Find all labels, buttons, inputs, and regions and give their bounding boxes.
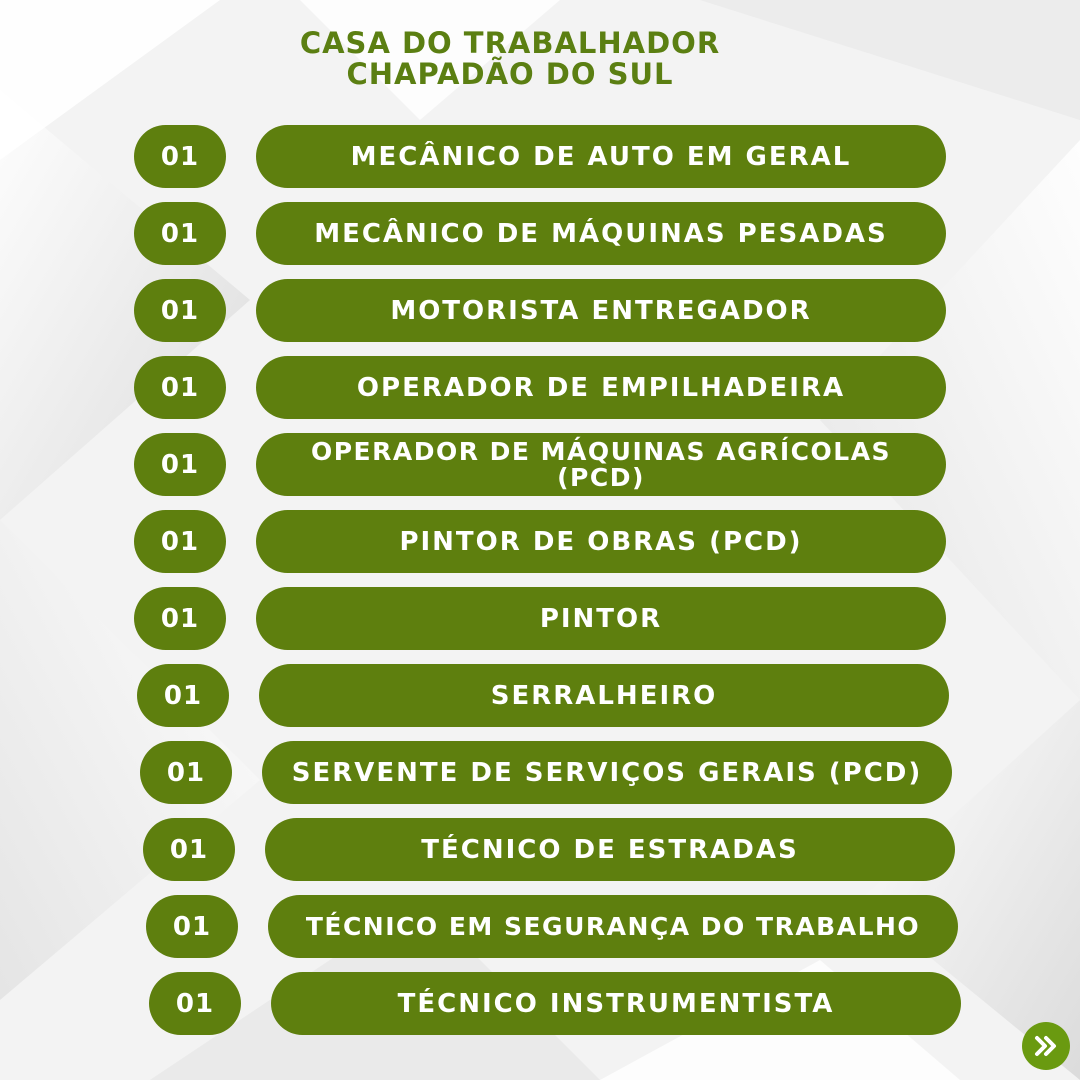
vacancy-count-badge: 01 xyxy=(137,664,229,727)
double-chevron-right-icon xyxy=(1035,1036,1056,1056)
vacancy-count-badge: 01 xyxy=(140,741,232,804)
vacancy-count-badge: 01 xyxy=(134,433,226,496)
job-title-pill: MECÂNICO DE MÁQUINAS PESADAS xyxy=(256,202,946,265)
next-button[interactable] xyxy=(1022,1022,1070,1070)
job-title-pill: TÉCNICO DE ESTRADAS xyxy=(265,818,955,881)
job-title-pill: SERVENTE DE SERVIÇOS GERAIS (PCD) xyxy=(262,741,952,804)
job-title-pill: OPERADOR DE EMPILHADEIRA xyxy=(256,356,946,419)
vacancy-count-badge: 01 xyxy=(146,895,238,958)
page-title: CASA DO TRABALHADOR CHAPADÃO DO SUL xyxy=(0,28,1080,90)
job-title-pill: SERRALHEIRO xyxy=(259,664,949,727)
job-title-pill: PINTOR DE OBRAS (PCD) xyxy=(256,510,946,573)
vacancy-count-badge: 01 xyxy=(134,279,226,342)
vacancy-count-badge: 01 xyxy=(134,125,226,188)
job-title-pill: TÉCNICO INSTRUMENTISTA xyxy=(271,972,961,1035)
vacancy-count-badge: 01 xyxy=(134,202,226,265)
job-title-pill: PINTOR xyxy=(256,587,946,650)
vacancy-count-badge: 01 xyxy=(143,818,235,881)
job-title-pill: OPERADOR DE MÁQUINAS AGRÍCOLAS (PCD) xyxy=(256,433,946,496)
vacancy-count-badge: 01 xyxy=(134,587,226,650)
job-title-pill: TÉCNICO EM SEGURANÇA DO TRABALHO xyxy=(268,895,958,958)
vacancy-count-badge: 01 xyxy=(134,510,226,573)
vacancy-count-badge: 01 xyxy=(134,356,226,419)
title-line-1: CASA DO TRABALHADOR xyxy=(299,26,721,60)
title-line-2: CHAPADÃO DO SUL xyxy=(346,57,674,91)
vacancy-count-badge: 01 xyxy=(149,972,241,1035)
job-title-pill: MOTORISTA ENTREGADOR xyxy=(256,279,946,342)
job-title-pill: MECÂNICO DE AUTO EM GERAL xyxy=(256,125,946,188)
